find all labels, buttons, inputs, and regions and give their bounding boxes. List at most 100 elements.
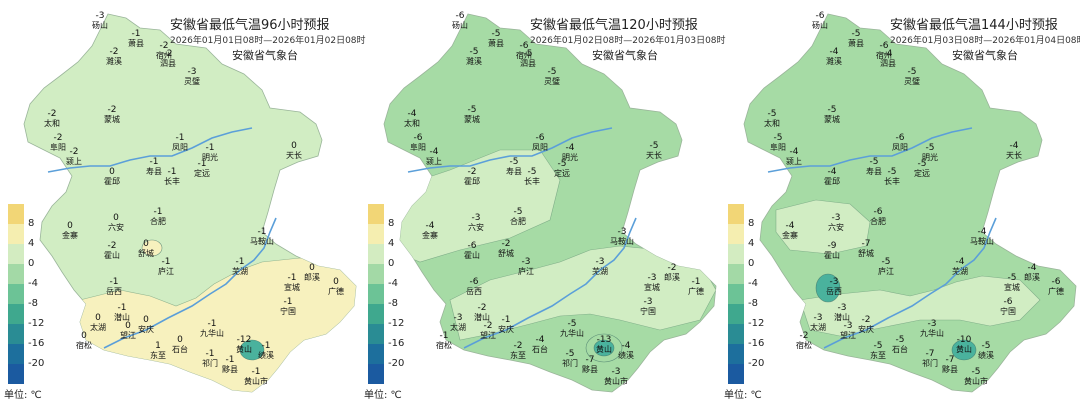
station-temp: -5 bbox=[887, 167, 897, 177]
station-label: -3 六安 bbox=[468, 214, 484, 233]
station-label: 0 六安 bbox=[108, 214, 124, 233]
legend-swatch bbox=[8, 264, 24, 284]
station-name: 六安 bbox=[828, 223, 844, 232]
station-temp: -7 bbox=[925, 349, 935, 359]
station-label: -2 郎溪 bbox=[664, 264, 680, 283]
station-label: -10 黄山 bbox=[956, 336, 972, 355]
legend-swatch bbox=[728, 324, 744, 344]
station-name: 祁门 bbox=[922, 359, 938, 368]
station-temp: -2 bbox=[483, 321, 493, 331]
station-name: 望江 bbox=[480, 331, 496, 340]
station-temp: -1 bbox=[283, 297, 293, 307]
legend-swatch bbox=[8, 304, 24, 324]
station-label: -2 濉溪 bbox=[106, 48, 122, 67]
station-label: -1 岳西 bbox=[106, 278, 122, 297]
station-temp: -5 bbox=[527, 167, 537, 177]
agency-name: 安徽省气象台 bbox=[592, 49, 658, 62]
yangtze-river bbox=[463, 217, 637, 349]
station-label: 0 宿松 bbox=[76, 332, 92, 351]
station-name: 宿松 bbox=[76, 341, 92, 350]
station-name: 舒城 bbox=[498, 249, 514, 258]
station-label: -3 岳西 bbox=[826, 278, 842, 297]
station-name: 凤阳 bbox=[172, 143, 188, 152]
station-temp: -2 bbox=[107, 105, 117, 115]
cold-spot bbox=[239, 339, 265, 361]
unit-label: 单位: ℃ bbox=[4, 390, 42, 401]
station-label: 0 舒城 bbox=[138, 240, 154, 259]
station-name: 庐江 bbox=[518, 267, 534, 276]
station-label: -6 霍山 bbox=[464, 242, 480, 261]
station-label: -3 砀山 bbox=[92, 11, 108, 31]
station-label: -7 黟县 bbox=[582, 356, 598, 375]
station-label: -4 金寨 bbox=[422, 222, 438, 241]
warm-spot bbox=[141, 239, 163, 257]
station-label: -4 石台 bbox=[532, 336, 548, 355]
station-name: 合肥 bbox=[150, 217, 166, 226]
station-label: -5 太和 bbox=[764, 110, 780, 129]
station-name: 萧县 bbox=[128, 39, 144, 48]
station-temp: -5 bbox=[917, 159, 927, 169]
station-name: 宿州 bbox=[156, 51, 172, 60]
legend-tick: -16 bbox=[28, 338, 45, 349]
page-subtitle: 2026年01月01日08时—2026年01月02日08时 bbox=[170, 36, 366, 46]
station-temp: -1 bbox=[167, 167, 177, 177]
station-temp: -6 bbox=[1051, 277, 1061, 287]
station-name: 马鞍山 bbox=[610, 237, 634, 246]
station-label: -4 郎溪 bbox=[1024, 264, 1040, 283]
unit-label: 单位: ℃ bbox=[724, 390, 762, 401]
legend-swatch bbox=[8, 344, 24, 364]
station-temp: -4 bbox=[955, 257, 965, 267]
station-temp: -6 bbox=[413, 133, 423, 143]
station-label: -2 蒙城 bbox=[104, 105, 120, 125]
station-temp: -3 bbox=[95, 11, 105, 21]
legend-swatch bbox=[728, 284, 744, 304]
station-name: 郎溪 bbox=[664, 273, 680, 282]
station-temp: -4 bbox=[883, 49, 893, 59]
station-temp: -3 bbox=[521, 257, 531, 267]
station-label: -2 颍上 bbox=[66, 148, 82, 167]
station-label: -3 马鞍山 bbox=[610, 228, 634, 247]
station-temp: -2 bbox=[107, 241, 117, 251]
station-temp: -5 bbox=[523, 49, 533, 59]
station-label: -5 宣城 bbox=[1004, 274, 1020, 293]
station-name: 黟县 bbox=[582, 365, 598, 374]
station-name: 石台 bbox=[172, 345, 188, 354]
station-label: -6 广德 bbox=[1048, 277, 1064, 297]
station-name: 祁门 bbox=[562, 359, 578, 368]
station-name: 广德 bbox=[688, 287, 704, 296]
station-name: 黄山市 bbox=[244, 377, 268, 386]
station-label: -4 芜湖 bbox=[952, 257, 968, 277]
station-temp: 0 bbox=[143, 315, 149, 325]
station-name: 潜山 bbox=[834, 313, 850, 322]
station-temp: 0 bbox=[67, 221, 73, 231]
station-label: -5 天长 bbox=[646, 142, 662, 161]
station-label: -6 凤阳 bbox=[892, 134, 908, 153]
station-label: 0 石台 bbox=[172, 336, 188, 355]
station-label: -1 长丰 bbox=[164, 167, 180, 187]
legend-swatch bbox=[8, 284, 24, 304]
station-label: -5 庐江 bbox=[878, 257, 894, 277]
station-temp: -2 bbox=[513, 341, 523, 351]
station-name: 太湖 bbox=[450, 323, 466, 332]
legend-swatch bbox=[728, 344, 744, 364]
station-name: 砀山 bbox=[92, 21, 108, 30]
station-name: 黄山 bbox=[956, 345, 972, 354]
station-temp: -1 bbox=[207, 319, 217, 329]
legend-tick: 4 bbox=[388, 238, 395, 249]
station-temp: -5 bbox=[981, 341, 991, 351]
station-temp: -5 bbox=[773, 133, 783, 143]
station-name: 郎溪 bbox=[1024, 273, 1040, 282]
station-temp: -5 bbox=[827, 105, 837, 115]
station-temp: -4 bbox=[621, 341, 631, 351]
station-name: 霍邱 bbox=[464, 177, 480, 186]
page-subtitle: 2026年01月02日08时—2026年01月03日08时 bbox=[530, 36, 726, 46]
map-canvas bbox=[743, 13, 1077, 393]
station-temp: -5 bbox=[881, 257, 891, 267]
station-label: -3 望江 bbox=[840, 322, 856, 341]
station-name: 长丰 bbox=[524, 177, 540, 186]
station-name: 萧县 bbox=[488, 39, 504, 48]
station-temp: -1 bbox=[439, 331, 449, 341]
station-label: 0 广德 bbox=[328, 278, 344, 297]
legend-tick: -8 bbox=[388, 298, 398, 309]
station-name: 霍山 bbox=[824, 251, 840, 260]
